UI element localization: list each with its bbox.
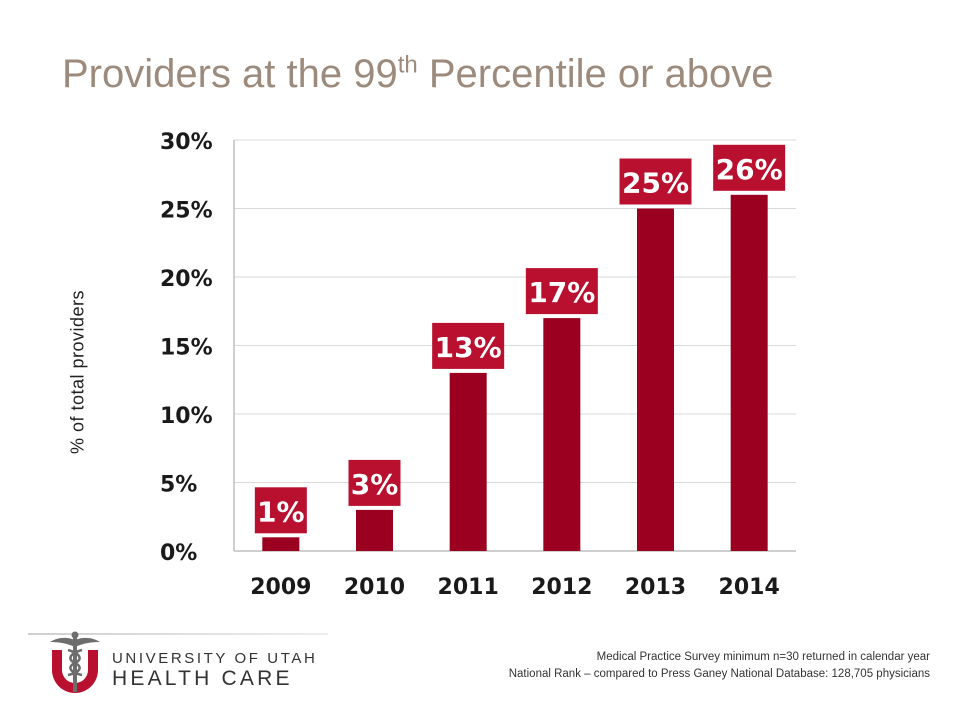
bar <box>543 318 581 551</box>
y-tick-label: 15% <box>160 336 213 361</box>
logo-health-care-text: HEALTH CARE <box>112 667 293 690</box>
data-label-box <box>713 144 786 191</box>
x-tick-label: 2012 <box>531 575 592 600</box>
bar <box>356 509 393 551</box>
data-label-box <box>525 268 598 315</box>
x-tick-label: 2014 <box>719 575 780 600</box>
title-prefix: Providers at the 99 <box>62 52 398 96</box>
data-label-box <box>254 487 307 534</box>
bar <box>637 208 674 551</box>
title-suffix: Percentile or above <box>417 52 774 96</box>
title-superscript: th <box>397 51 418 79</box>
x-tick-label: 2009 <box>250 575 311 600</box>
bar <box>730 194 768 552</box>
page-title: Providers at the 99th Percentile or abov… <box>62 52 774 97</box>
data-label: 17% <box>528 276 595 309</box>
bar <box>449 372 487 551</box>
x-tick-label: 2011 <box>438 575 499 600</box>
data-label: 1% <box>257 495 305 528</box>
y-tick-label: 20% <box>160 267 213 292</box>
data-label-box <box>348 459 401 506</box>
caduceus-u-icon <box>50 631 100 693</box>
data-label-box <box>432 322 505 369</box>
data-label: 13% <box>435 331 502 364</box>
footer-divider <box>28 633 328 635</box>
data-label: 26% <box>716 153 783 186</box>
data-label: 25% <box>622 167 689 200</box>
y-tick-label: 0% <box>160 541 197 566</box>
footnote-survey: Medical Practice Survey minimum n=30 ret… <box>596 651 930 663</box>
y-axis-label: % of total providers <box>67 289 88 455</box>
x-tick-label: 2010 <box>344 575 405 600</box>
data-label-box <box>619 158 692 205</box>
bar <box>262 537 300 551</box>
y-tick-label: 30% <box>160 130 213 155</box>
data-label: 3% <box>351 468 399 501</box>
logo-university-text: UNIVERSITY OF UTAH <box>112 650 318 667</box>
x-tick-label: 2013 <box>625 575 686 600</box>
y-tick-label: 10% <box>160 404 213 429</box>
footnote-national-rank: National Rank – compared to Press Ganey … <box>508 668 930 680</box>
y-tick-label: 25% <box>160 199 213 224</box>
y-tick-label: 5% <box>160 473 197 498</box>
